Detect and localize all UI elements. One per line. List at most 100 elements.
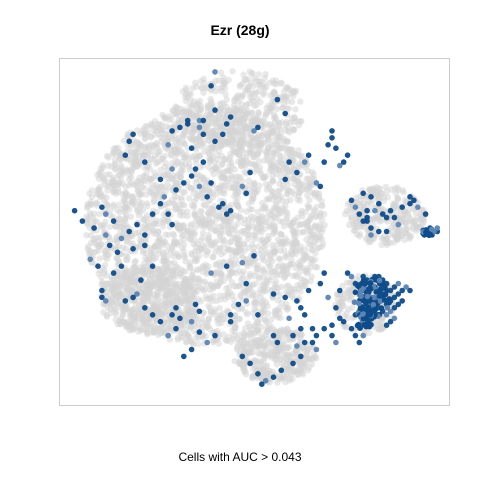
- background-cell: [111, 156, 119, 163]
- background-cell: [295, 147, 302, 154]
- scatter-point: [118, 235, 125, 242]
- background-cell: [253, 141, 260, 149]
- background-cell: [269, 273, 276, 281]
- background-cell: [208, 167, 216, 174]
- background-cell: [240, 333, 248, 341]
- background-cell: [213, 297, 220, 305]
- scatter-point: [407, 194, 413, 200]
- background-cell: [280, 374, 287, 381]
- background-cell: [133, 178, 140, 185]
- background-cell: [183, 339, 190, 346]
- background-cell: [233, 346, 241, 353]
- background-cell: [242, 325, 249, 332]
- background-cell: [279, 262, 287, 269]
- background-cell: [169, 268, 176, 275]
- background-cell: [270, 249, 277, 256]
- background-cell: [272, 81, 280, 88]
- background-cell: [313, 203, 320, 211]
- background-cell: [269, 137, 277, 144]
- scatter-point: [360, 218, 367, 224]
- background-cell: [170, 239, 178, 247]
- background-cell: [232, 256, 240, 263]
- background-cell: [206, 286, 214, 294]
- background-cell: [169, 298, 177, 305]
- scatter-point: [247, 360, 253, 367]
- scatter-point: [91, 225, 97, 231]
- background-cell: [254, 226, 262, 233]
- background-cell: [192, 224, 199, 231]
- background-cell: [251, 74, 258, 82]
- background-cell: [401, 225, 408, 233]
- scatter-point: [391, 284, 398, 290]
- background-cell: [157, 134, 164, 141]
- scatter-point: [391, 315, 398, 322]
- background-cell: [191, 202, 198, 209]
- background-cell: [197, 220, 204, 227]
- background-cell: [205, 220, 213, 227]
- scatter-point: [184, 121, 191, 127]
- background-cell: [250, 185, 257, 193]
- scatter-point: [337, 162, 343, 169]
- background-cell: [241, 168, 248, 176]
- scatter-point: [321, 325, 328, 332]
- scatter-point: [352, 332, 359, 339]
- scatter-point: [407, 200, 413, 207]
- background-cell: [216, 85, 223, 92]
- background-cell: [244, 149, 251, 157]
- scatter-point: [262, 377, 269, 384]
- background-cell: [174, 194, 181, 201]
- background-cell: [196, 164, 204, 171]
- scatter-point: [157, 318, 164, 325]
- scatter-point: [423, 229, 429, 235]
- background-cell: [150, 322, 158, 329]
- background-cell: [235, 173, 242, 180]
- scatter-point: [255, 312, 261, 318]
- scatter-point: [360, 311, 367, 317]
- background-cell: [217, 184, 224, 191]
- scatter-point: [376, 277, 383, 284]
- background-cell: [144, 212, 151, 219]
- scatter-point: [298, 353, 304, 360]
- background-cell: [270, 229, 278, 236]
- scatter-point: [142, 159, 148, 165]
- background-cell: [197, 213, 205, 220]
- background-cell: [263, 152, 270, 159]
- background-cell: [106, 223, 114, 231]
- background-cell: [346, 206, 354, 214]
- background-cell: [263, 139, 271, 146]
- scatter-point: [223, 121, 230, 127]
- scatter-point: [407, 287, 413, 294]
- background-cell: [120, 137, 128, 144]
- background-cell: [305, 175, 312, 182]
- background-cell: [297, 257, 304, 264]
- background-cell: [135, 211, 142, 219]
- background-cell: [101, 267, 108, 274]
- background-cell: [263, 318, 270, 325]
- background-cell: [150, 143, 157, 150]
- scatter-point: [360, 190, 367, 197]
- background-cell: [251, 329, 258, 337]
- background-cell: [251, 256, 258, 264]
- scatter-point: [395, 221, 402, 228]
- background-cell: [181, 154, 188, 161]
- scatter-point: [192, 301, 199, 308]
- background-cell: [236, 236, 243, 243]
- background-cell: [136, 160, 144, 167]
- background-cell: [272, 311, 280, 318]
- background-cell: [274, 131, 282, 139]
- background-cell: [117, 219, 125, 227]
- background-cell: [186, 160, 193, 167]
- scatter-point: [177, 315, 183, 322]
- background-cell: [196, 252, 203, 260]
- background-cell: [180, 106, 188, 113]
- background-cell: [297, 288, 304, 295]
- background-cell: [290, 162, 298, 169]
- scatter-point: [368, 232, 374, 238]
- background-cell: [246, 140, 254, 148]
- background-cell: [273, 361, 281, 368]
- background-cell: [251, 180, 258, 187]
- background-cell: [230, 101, 238, 109]
- background-cell: [271, 268, 278, 275]
- background-cell: [394, 194, 401, 202]
- background-cell: [292, 106, 299, 113]
